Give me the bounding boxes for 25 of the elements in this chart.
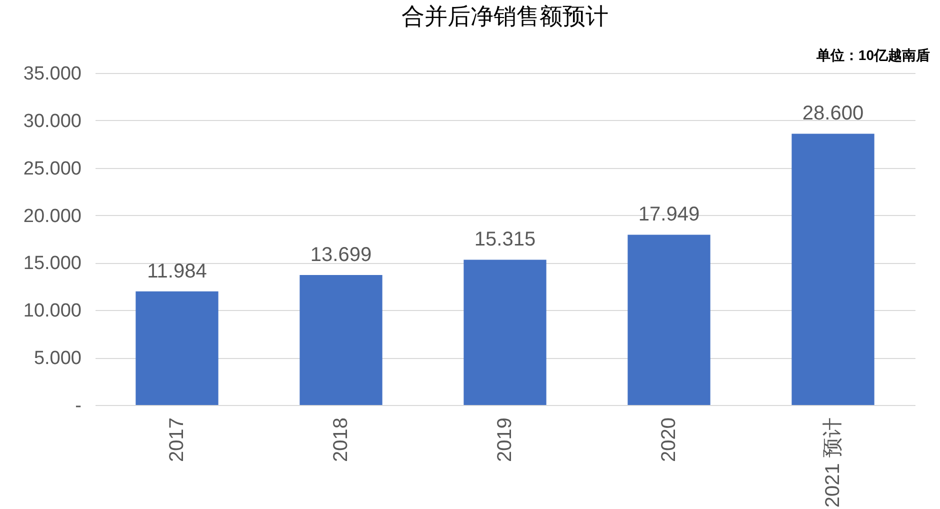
data-label: 11.984 xyxy=(147,260,207,282)
data-label: 17.949 xyxy=(638,204,700,226)
text: 单位：10亿越南盾 xyxy=(815,47,930,63)
y-tick-label: 35.000 xyxy=(23,64,82,84)
y-tick-label: 5.000 xyxy=(34,348,82,370)
data-label: 15.315 xyxy=(474,228,536,251)
y-tick-label: 25.000 xyxy=(23,158,82,180)
x-tick-label: 2019 xyxy=(494,418,516,462)
bar xyxy=(792,134,874,405)
y-tick-label: 20.000 xyxy=(23,206,82,227)
chart-title: 合并后净销售额预计 xyxy=(402,3,608,29)
y-tick-label: 15.000 xyxy=(23,253,82,274)
bar xyxy=(464,260,546,405)
x-tick-label: 2020 xyxy=(658,418,680,462)
y-tick-label: - xyxy=(75,396,82,416)
data-label: 13.699 xyxy=(310,244,372,266)
y-tick-label: 30.000 xyxy=(23,110,82,132)
x-tick-label: 2017 xyxy=(166,418,188,462)
x-tick-label: 2018 xyxy=(330,418,352,462)
bar xyxy=(136,291,218,405)
bar xyxy=(300,275,382,405)
data-label: 28.600 xyxy=(802,102,864,125)
x-tick-label: 2021 预计 xyxy=(822,418,844,508)
y-tick-label: 10.000 xyxy=(23,300,82,322)
bar xyxy=(628,234,710,405)
